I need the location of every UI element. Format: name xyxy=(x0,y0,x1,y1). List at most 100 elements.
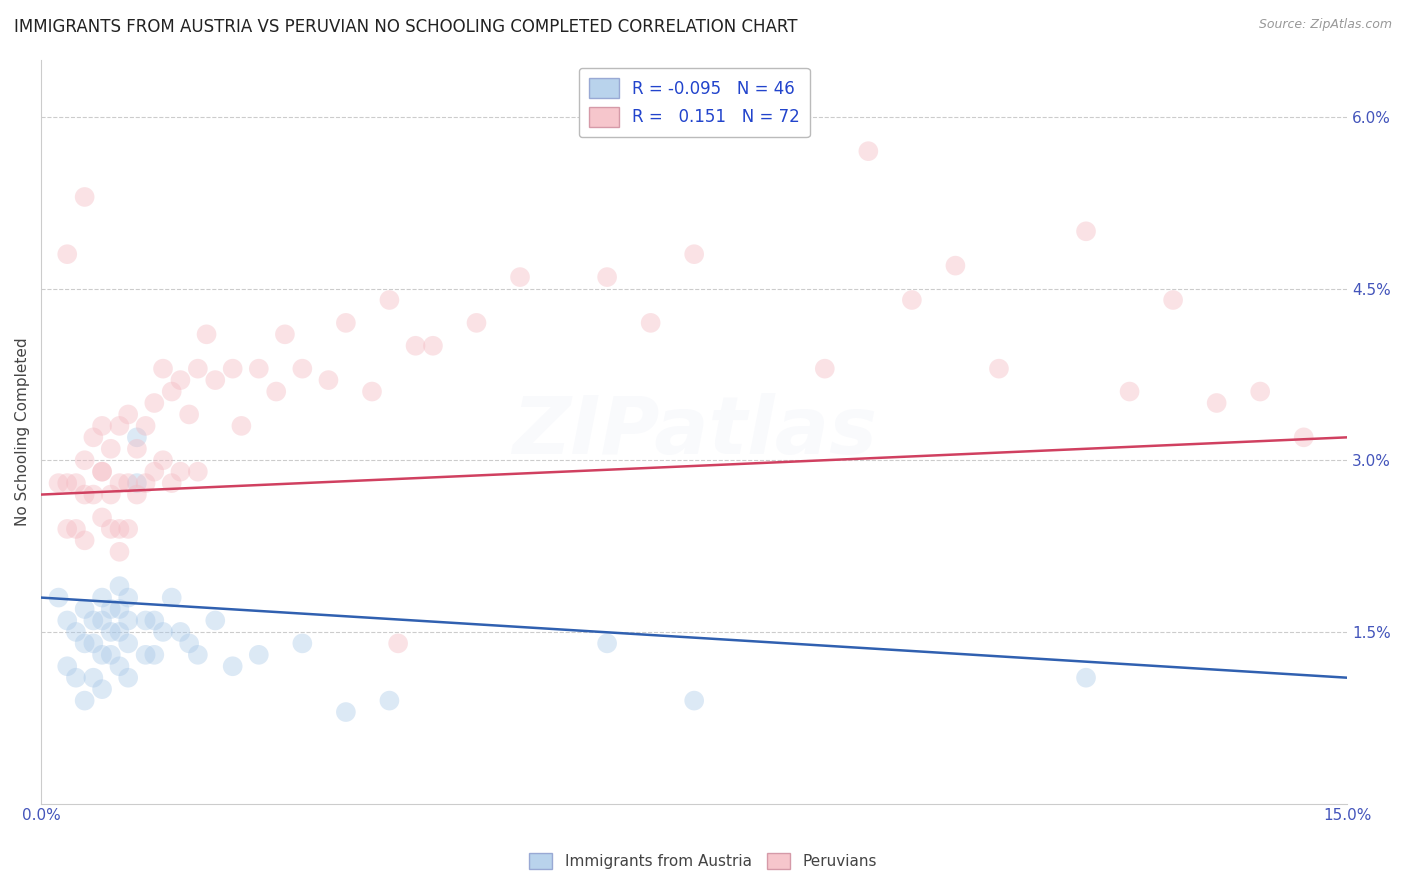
Point xyxy=(82,671,104,685)
Point xyxy=(56,659,79,673)
Point xyxy=(108,659,131,673)
Point xyxy=(1249,384,1271,399)
Point xyxy=(135,648,157,662)
Point xyxy=(100,487,122,501)
Point xyxy=(187,648,209,662)
Point xyxy=(152,624,174,639)
Point xyxy=(247,648,270,662)
Point xyxy=(945,259,967,273)
Point xyxy=(100,442,122,456)
Point xyxy=(100,522,122,536)
Point xyxy=(683,693,706,707)
Point xyxy=(422,339,444,353)
Point xyxy=(187,465,209,479)
Point xyxy=(231,418,253,433)
Point xyxy=(100,648,122,662)
Point xyxy=(108,579,131,593)
Point xyxy=(91,614,114,628)
Point xyxy=(82,614,104,628)
Point xyxy=(108,624,131,639)
Point xyxy=(125,476,148,491)
Point xyxy=(179,408,201,422)
Point xyxy=(108,418,131,433)
Point xyxy=(1074,224,1097,238)
Point xyxy=(160,591,183,605)
Point xyxy=(117,671,139,685)
Point xyxy=(195,327,218,342)
Point xyxy=(509,270,531,285)
Point xyxy=(65,522,87,536)
Point xyxy=(108,522,131,536)
Legend: Immigrants from Austria, Peruvians: Immigrants from Austria, Peruvians xyxy=(523,847,883,875)
Point xyxy=(901,293,924,307)
Point xyxy=(378,293,401,307)
Point xyxy=(1292,430,1315,444)
Point xyxy=(56,247,79,261)
Y-axis label: No Schooling Completed: No Schooling Completed xyxy=(15,337,30,526)
Point xyxy=(152,453,174,467)
Legend: R = -0.095   N = 46, R =   0.151   N = 72: R = -0.095 N = 46, R = 0.151 N = 72 xyxy=(579,68,810,137)
Point xyxy=(204,614,226,628)
Point xyxy=(117,522,139,536)
Point xyxy=(82,487,104,501)
Point xyxy=(117,591,139,605)
Point xyxy=(135,476,157,491)
Text: Source: ZipAtlas.com: Source: ZipAtlas.com xyxy=(1258,18,1392,31)
Point xyxy=(335,705,357,719)
Point xyxy=(221,659,243,673)
Point xyxy=(65,476,87,491)
Point xyxy=(91,510,114,524)
Point xyxy=(65,671,87,685)
Point xyxy=(387,636,409,650)
Point xyxy=(65,624,87,639)
Point xyxy=(187,361,209,376)
Point xyxy=(135,614,157,628)
Point xyxy=(91,418,114,433)
Text: ZIPatlas: ZIPatlas xyxy=(512,392,877,471)
Point xyxy=(73,190,96,204)
Point xyxy=(596,636,619,650)
Point xyxy=(221,361,243,376)
Point xyxy=(378,693,401,707)
Point xyxy=(640,316,662,330)
Point xyxy=(91,682,114,697)
Point xyxy=(73,487,96,501)
Point xyxy=(1161,293,1184,307)
Point xyxy=(91,465,114,479)
Point xyxy=(91,591,114,605)
Point xyxy=(1118,384,1140,399)
Point xyxy=(125,442,148,456)
Point xyxy=(169,465,191,479)
Point xyxy=(361,384,384,399)
Point xyxy=(100,602,122,616)
Point xyxy=(274,327,297,342)
Point xyxy=(125,487,148,501)
Point xyxy=(117,408,139,422)
Point xyxy=(179,636,201,650)
Point xyxy=(56,614,79,628)
Point xyxy=(169,624,191,639)
Point xyxy=(117,636,139,650)
Point xyxy=(318,373,340,387)
Point xyxy=(814,361,837,376)
Point xyxy=(264,384,287,399)
Point xyxy=(125,430,148,444)
Point xyxy=(160,384,183,399)
Point xyxy=(160,476,183,491)
Point xyxy=(56,476,79,491)
Point xyxy=(247,361,270,376)
Point xyxy=(108,602,131,616)
Point xyxy=(117,614,139,628)
Point xyxy=(143,648,166,662)
Point xyxy=(335,316,357,330)
Point xyxy=(91,648,114,662)
Point xyxy=(291,361,314,376)
Point xyxy=(73,636,96,650)
Point xyxy=(108,545,131,559)
Point xyxy=(48,591,70,605)
Point xyxy=(108,476,131,491)
Point xyxy=(204,373,226,387)
Point xyxy=(291,636,314,650)
Point xyxy=(143,614,166,628)
Point xyxy=(100,624,122,639)
